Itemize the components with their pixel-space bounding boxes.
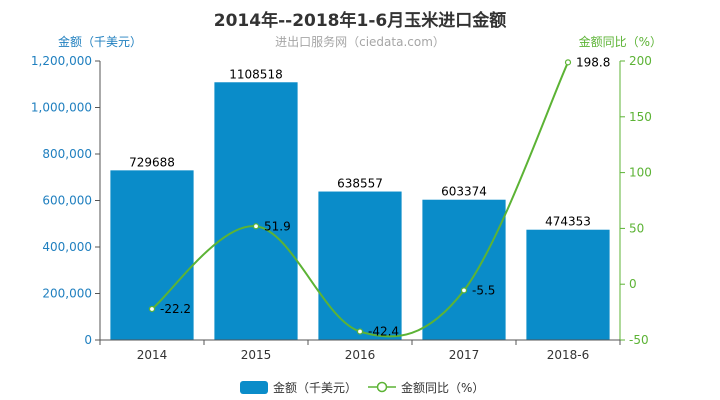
line-point-2018-6 bbox=[564, 59, 572, 66]
legend-line-swatch bbox=[368, 381, 396, 393]
right-axis-tick-label: 100 bbox=[629, 166, 652, 180]
bar-2017 bbox=[422, 199, 506, 340]
line-value-label: 51.9 bbox=[264, 219, 291, 233]
left-axis-tick-label: 1,000,000 bbox=[31, 101, 92, 115]
bar-2018-6 bbox=[526, 229, 610, 340]
bar-value-label: 603374 bbox=[441, 185, 487, 199]
left-axis-tick-label: 1,200,000 bbox=[31, 54, 92, 68]
bar-value-label: 1108518 bbox=[229, 67, 282, 81]
left-axis-tick-label: 600,000 bbox=[42, 194, 92, 208]
left-axis-tick-label: 800,000 bbox=[42, 147, 92, 161]
legend-bar-swatch bbox=[240, 380, 268, 394]
right-axis-tick-label: -50 bbox=[629, 333, 649, 347]
x-axis-tick-label: 2016 bbox=[345, 348, 376, 362]
bar-value-label: 474353 bbox=[545, 215, 591, 229]
legend-bar-label: 金额（千美元） bbox=[273, 380, 358, 395]
legend-item-line[interactable]: 金额同比（%） bbox=[368, 378, 484, 396]
right-axis-tick-label: 0 bbox=[629, 277, 637, 291]
right-axis-tick-label: 200 bbox=[629, 54, 652, 68]
legend: 金额（千美元） 金额同比（%） bbox=[0, 378, 720, 396]
right-axis-tick-label: 50 bbox=[629, 221, 644, 235]
x-axis-tick-label: 2015 bbox=[241, 348, 272, 362]
line-point-2017 bbox=[460, 287, 468, 294]
line-value-label: -22.2 bbox=[160, 302, 191, 316]
bar-2015 bbox=[214, 82, 298, 340]
line-value-label: 198.8 bbox=[576, 55, 610, 69]
chart-subtitle: 进出口服务网（ciedata.com） bbox=[275, 35, 445, 49]
right-axis-tick-label: 150 bbox=[629, 110, 652, 124]
x-axis-tick-label: 2017 bbox=[449, 348, 480, 362]
bar-2016 bbox=[318, 191, 402, 340]
legend-line-label: 金额同比（%） bbox=[401, 380, 485, 395]
legend-line-swatch-marker bbox=[376, 381, 388, 393]
left-axis-tick-label: 0 bbox=[84, 333, 92, 347]
chart-title: 2014年--2018年1-6月玉米进口金额 bbox=[213, 11, 507, 31]
bar-value-label: 729688 bbox=[129, 155, 175, 169]
left-axis-label: 金额（千美元） bbox=[58, 35, 143, 49]
legend-item-bar[interactable]: 金额（千美元） bbox=[240, 378, 357, 396]
x-axis-tick-label: 2018-6 bbox=[547, 348, 590, 362]
bar-value-label: 638557 bbox=[337, 177, 383, 191]
left-axis-tick-label: 400,000 bbox=[42, 240, 92, 254]
left-axis-tick-label: 200,000 bbox=[42, 287, 92, 301]
line-point-2016 bbox=[356, 328, 364, 335]
line-point-2014 bbox=[148, 305, 156, 313]
right-axis-label: 金额同比（%） bbox=[578, 35, 662, 49]
line-value-label: -5.5 bbox=[472, 283, 495, 297]
line-value-label: -42.4 bbox=[368, 325, 399, 339]
x-axis-tick-label: 2014 bbox=[137, 348, 168, 362]
line-point-2015 bbox=[252, 223, 260, 230]
